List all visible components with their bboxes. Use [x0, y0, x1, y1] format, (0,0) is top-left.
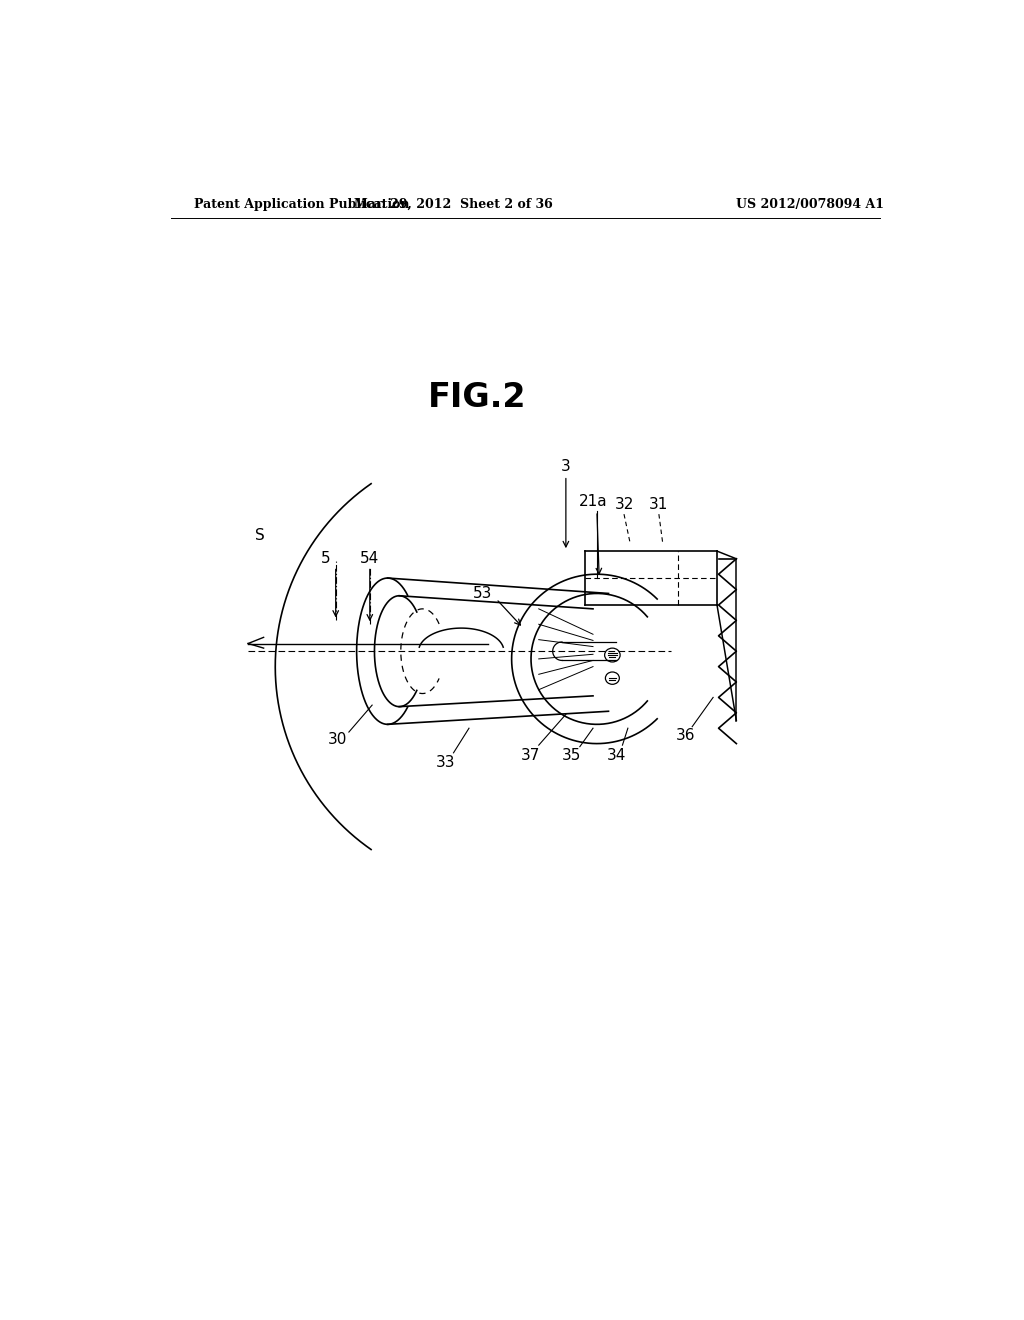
- Text: US 2012/0078094 A1: US 2012/0078094 A1: [736, 198, 884, 211]
- Text: 3: 3: [561, 459, 570, 474]
- Text: 53: 53: [473, 586, 493, 601]
- Text: 37: 37: [521, 747, 541, 763]
- Text: 5: 5: [321, 552, 331, 566]
- Text: 34: 34: [606, 747, 626, 763]
- Text: FIG.2: FIG.2: [427, 380, 526, 413]
- Text: 21a: 21a: [579, 494, 607, 508]
- Ellipse shape: [604, 648, 621, 663]
- Text: 54: 54: [360, 552, 380, 566]
- Text: 31: 31: [649, 498, 669, 512]
- Text: 36: 36: [676, 729, 695, 743]
- Ellipse shape: [605, 672, 620, 684]
- Text: 33: 33: [436, 755, 456, 771]
- Text: Patent Application Publication: Patent Application Publication: [194, 198, 410, 211]
- Text: S: S: [255, 528, 264, 544]
- Text: Mar. 29, 2012  Sheet 2 of 36: Mar. 29, 2012 Sheet 2 of 36: [354, 198, 553, 211]
- Text: 32: 32: [614, 498, 634, 512]
- Text: 35: 35: [561, 747, 581, 763]
- Text: 30: 30: [328, 733, 347, 747]
